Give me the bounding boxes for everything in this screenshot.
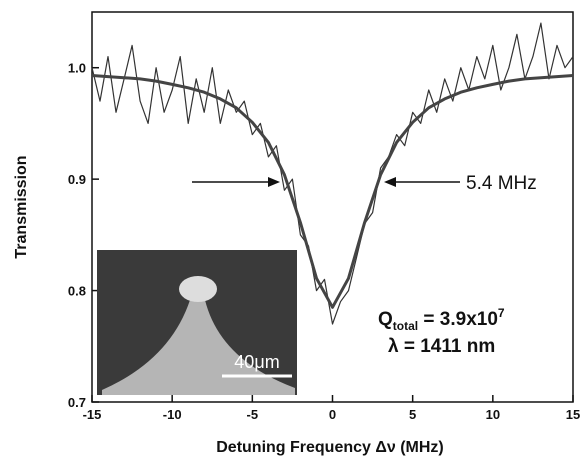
inset: 40μm [97, 250, 297, 395]
arrow-head [384, 177, 396, 187]
disk [179, 276, 217, 302]
linewidth-label: 5.4 MHz [466, 173, 537, 194]
q-symbol: Q [378, 309, 393, 330]
q-subscript: total [393, 319, 418, 333]
x-tick-label: 0 [329, 407, 336, 422]
y-tick-label: 1.0 [68, 61, 86, 76]
pillar [102, 300, 295, 395]
x-tick-label: 10 [486, 407, 500, 422]
q-label: Qtotal = 3.9x107 [378, 306, 505, 333]
data-line [91, 22, 574, 325]
q-value: = 3.9x10 [418, 309, 498, 330]
x-tick-label: -15 [83, 407, 102, 422]
x-tick-label: -5 [247, 407, 259, 422]
y-tick-label: 0.8 [68, 284, 86, 299]
arrow-head [268, 177, 280, 187]
data-line [91, 74, 574, 309]
y-tick-label: 0.7 [68, 395, 86, 410]
linewidth-arrows [192, 177, 460, 187]
x-axis-label: Detuning Frequency Δν (MHz) [216, 439, 444, 456]
y-tick-label: 0.9 [68, 172, 86, 187]
x-tick-label: -10 [163, 407, 182, 422]
scale-label: 40μm [234, 352, 279, 372]
q-exponent: 7 [498, 306, 505, 320]
x-tick-label: 15 [566, 407, 580, 422]
wavelength-label: λ = 1411 nm [388, 336, 495, 357]
y-axis-label: Transmission [13, 155, 30, 258]
x-tick-label: 5 [409, 407, 416, 422]
